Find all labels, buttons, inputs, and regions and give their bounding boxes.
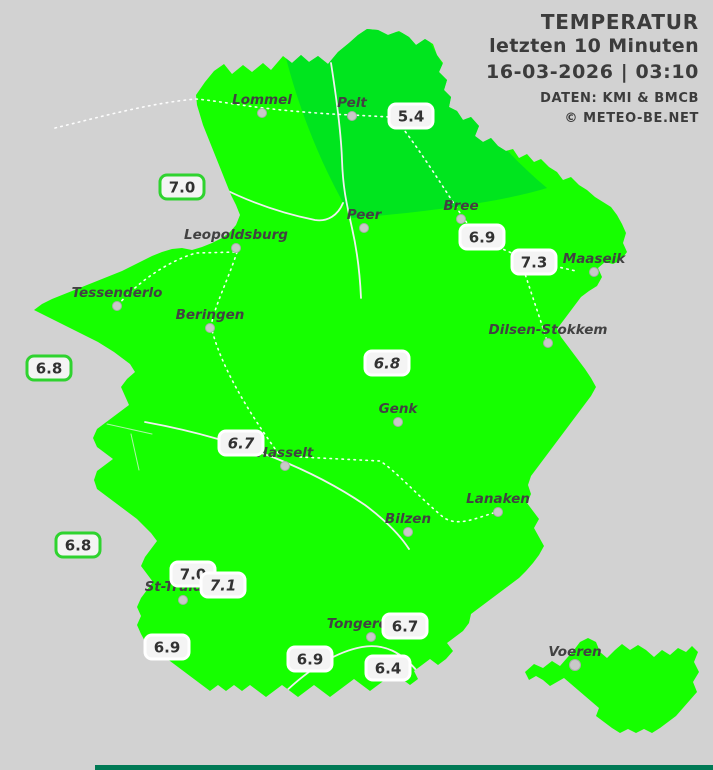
road-dotted xyxy=(54,98,391,129)
city-marker xyxy=(393,417,403,427)
temp-value: 7.1 xyxy=(210,577,237,595)
temp-badge xyxy=(158,173,206,201)
voeren-exclave-shape xyxy=(525,638,699,733)
road-dotted xyxy=(299,456,498,523)
temp-badge xyxy=(143,633,191,661)
credit-label: © METEO-BE.NET xyxy=(564,111,699,126)
city-label: Hasselt xyxy=(257,445,314,461)
temp-badge xyxy=(25,354,73,382)
canal-line xyxy=(221,187,344,222)
temp-value: 6.8 xyxy=(36,360,63,378)
temp-value: 7.3 xyxy=(521,254,548,272)
temperature-layer: 5.47.06.97.36.8 6.86.76.87.07.16.96.76.9 6… xyxy=(25,102,558,682)
municipal-border-line xyxy=(106,423,153,471)
city-label: Voeren xyxy=(548,644,601,660)
city-marker xyxy=(280,461,290,471)
temp-badge xyxy=(217,429,265,457)
temp-value: 6.7 xyxy=(392,618,419,636)
city-marker xyxy=(257,108,267,118)
albert-canal-line xyxy=(144,421,410,550)
temp-badge xyxy=(458,223,506,251)
temp-value: 6.7 xyxy=(228,435,255,453)
river-line xyxy=(330,62,362,299)
city-marker xyxy=(359,223,369,233)
city-label: Leopoldsburg xyxy=(184,227,288,243)
date-time-stamp: 16-03-2026 | 03:10 xyxy=(486,61,699,83)
city-marker xyxy=(543,338,553,348)
temp-value: 6.8 xyxy=(65,537,92,555)
city-label: Bree xyxy=(443,198,478,214)
city-layer: Lommel Pelt Peer Bree Maaseik Leopoldsburg Tes… xyxy=(72,92,626,671)
temp-badge xyxy=(286,645,334,673)
city-label: Tongeren xyxy=(327,616,398,632)
road-dotted xyxy=(210,251,282,458)
temp-value: 6.9 xyxy=(154,639,181,657)
temp-value: 7.0 xyxy=(169,179,196,197)
city-marker xyxy=(231,243,241,253)
temp-value: 5.4 xyxy=(398,108,425,126)
city-label: Maaseik xyxy=(563,251,626,267)
city-marker xyxy=(493,507,503,517)
city-marker xyxy=(569,659,581,671)
temp-badge xyxy=(381,612,429,640)
data-source-label: DATEN: KMI & BMCB xyxy=(540,91,699,106)
city-marker xyxy=(366,632,376,642)
temp-value: 6.9 xyxy=(297,651,324,669)
temp-value: 6.8 xyxy=(374,355,401,373)
page-title: TEMPERATUR xyxy=(540,10,699,34)
page-subtitle: letzten 10 Minuten xyxy=(489,35,699,57)
temp-badge xyxy=(199,571,247,599)
city-marker xyxy=(112,301,122,311)
temp-value: 6.9 xyxy=(469,229,496,247)
city-marker xyxy=(178,595,188,605)
city-marker xyxy=(403,527,413,537)
road-dotted xyxy=(519,257,548,342)
temp-badge xyxy=(363,349,411,377)
temp-badge xyxy=(364,654,412,682)
city-marker xyxy=(347,111,357,121)
map-header: TEMPERATUR letzten 10 Minuten 16-03-2026… xyxy=(486,10,699,129)
city-label: Beringen xyxy=(176,307,245,323)
city-marker xyxy=(205,323,215,333)
attribution-bar-edge xyxy=(95,765,713,770)
temp-value: 6.4 xyxy=(375,660,402,678)
city-label: Tessenderlo xyxy=(72,285,163,301)
city-label: Peer xyxy=(347,207,383,223)
city-label: Bilzen xyxy=(385,511,431,527)
city-label: Pelt xyxy=(337,95,367,111)
city-label: Lommel xyxy=(232,92,292,108)
city-label: Genk xyxy=(379,401,419,417)
temp-badge xyxy=(510,248,558,276)
temp-badge xyxy=(54,531,102,559)
city-label: Dilsen-Stokkem xyxy=(488,322,607,338)
city-label: Lanaken xyxy=(466,491,530,507)
city-marker xyxy=(589,267,599,277)
city-marker xyxy=(456,214,466,224)
temp-badge xyxy=(387,102,435,130)
